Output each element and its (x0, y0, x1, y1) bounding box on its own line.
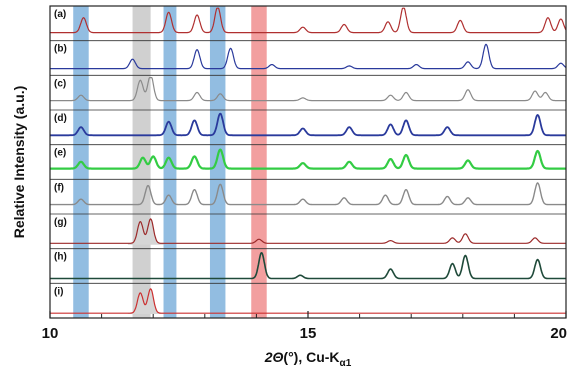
y-axis-title: Relative Intensity (a.u.) (11, 86, 27, 238)
series-line (49, 288, 567, 314)
panel-label: (i) (54, 286, 63, 297)
highlight-bands (73, 6, 267, 318)
x-tick-label: 20 (550, 325, 567, 342)
series-line (49, 148, 567, 170)
series-line (49, 43, 567, 70)
series-line (49, 182, 567, 206)
panel-label: (f) (54, 182, 64, 193)
panel-label: (a) (54, 9, 66, 20)
x-tick-label: 15 (300, 325, 317, 342)
series-line (49, 252, 567, 280)
series-line (49, 77, 567, 102)
series-line (49, 112, 567, 137)
x-axis-title-sub: α1 (340, 358, 352, 369)
panel-dividers (50, 40, 566, 284)
highlight-band (209, 6, 226, 318)
highlight-band (251, 6, 267, 318)
x-axis-title-var: 2Θ (264, 349, 284, 365)
panel-label: (e) (54, 148, 66, 159)
panel-labels: (a) (b) (c) (d) (e) (f) (g) (h) (i) (54, 9, 67, 297)
series-line (49, 7, 567, 34)
panel-label: (g) (54, 217, 67, 228)
panel-label: (h) (54, 252, 67, 263)
panel-label: (c) (54, 78, 66, 89)
panel-label: (d) (54, 113, 67, 124)
series-line (49, 218, 567, 244)
series-group (49, 7, 567, 314)
highlight-band (163, 6, 177, 318)
x-tick-label: 10 (42, 325, 59, 342)
panel-label: (b) (54, 44, 67, 55)
series-fill (127, 218, 164, 245)
x-axis-title-unit: (°), Cu-K (283, 349, 339, 365)
series-fill (127, 288, 164, 314)
x-axis-title: 2Θ(°), Cu-Kα1 (264, 349, 352, 369)
x-axis: 10 15 20 (42, 311, 567, 342)
highlight-band (132, 6, 151, 318)
